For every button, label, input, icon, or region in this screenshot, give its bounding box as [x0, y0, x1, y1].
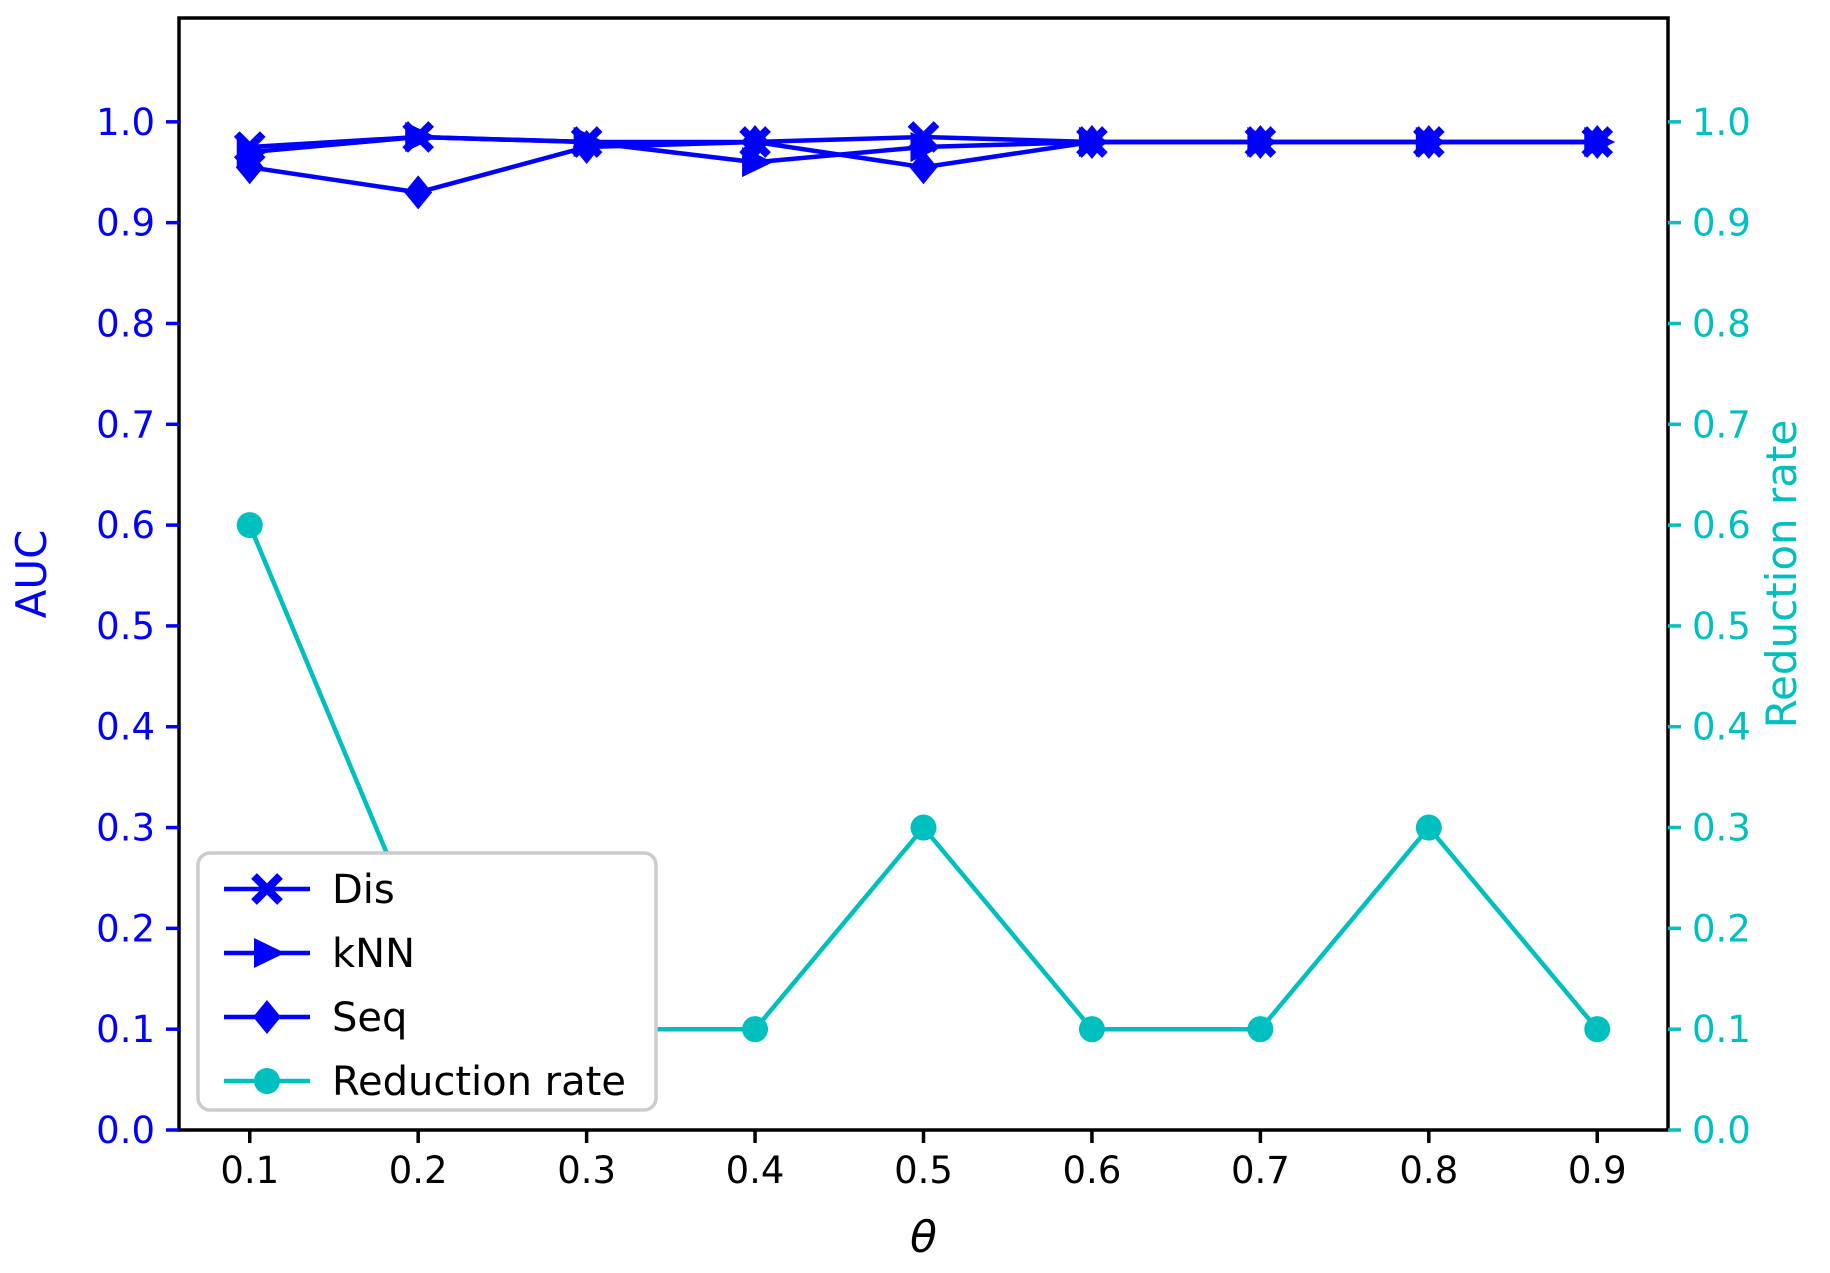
data-point-marker: [1415, 814, 1442, 841]
right-y-tick-label: 0.6: [1692, 504, 1751, 547]
diamond-icon: [253, 1000, 281, 1034]
left-y-tick-label: 0.7: [96, 403, 155, 446]
data-point-marker: [742, 147, 774, 178]
data-point-marker: [1414, 125, 1443, 160]
x-tick-label: 0.7: [1231, 1149, 1290, 1192]
x-tick-label: 0.8: [1399, 1149, 1458, 1192]
data-point-marker: [1583, 125, 1612, 160]
data-point-marker: [1247, 1016, 1274, 1043]
data-point-marker: [1078, 1016, 1105, 1043]
legend-label: kNN: [332, 931, 415, 977]
right-y-tick-label: 0.8: [1692, 302, 1751, 345]
right-y-tick-label: 0.0: [1692, 1109, 1751, 1152]
left-y-tick-label: 0.3: [96, 807, 155, 850]
data-point-marker: [910, 132, 942, 163]
legend-item-knn: kNN: [224, 931, 415, 977]
data-point-marker: [742, 1016, 769, 1043]
right-y-axis-label: Reduction rate: [1757, 420, 1806, 729]
right-y-tick-label: 0.2: [1692, 907, 1751, 950]
right-y-tick-label: 0.4: [1692, 706, 1751, 749]
right-y-tick-label: 0.7: [1692, 403, 1751, 446]
left-y-tick-label: 0.2: [96, 907, 155, 950]
triangle-right-icon: [254, 938, 285, 968]
data-point-marker: [235, 150, 264, 185]
left-y-tick-label: 0.1: [96, 1008, 155, 1051]
data-point-marker: [1584, 1016, 1611, 1043]
circle-icon: [254, 1068, 280, 1094]
right-y-axis: 0.0 0.1 0.2 0.3 0.4 0.5 0.6 0.7 0.8 0.9 1.0 Reducti…: [1668, 101, 1806, 1152]
right-y-tick-label: 0.5: [1692, 605, 1751, 648]
x-axis-label: θ: [910, 1212, 937, 1263]
x-tick-label: 0.1: [220, 1149, 279, 1192]
data-point-marker: [909, 150, 938, 185]
legend-label: Seq: [332, 995, 407, 1041]
x-icon: [251, 873, 283, 905]
legend-item-reduction-rate: Reduction rate: [224, 1059, 626, 1105]
data-point-marker: [910, 814, 937, 841]
x-tick-label: 0.2: [389, 1149, 448, 1192]
x-tick-label: 0.5: [894, 1149, 953, 1192]
right-y-tick-label: 0.9: [1692, 202, 1751, 245]
x-tick-label: 0.4: [726, 1149, 785, 1192]
x-tick-label: 0.9: [1568, 1149, 1627, 1192]
legend-item-dis: Dis: [224, 867, 395, 913]
data-point-marker: [1077, 125, 1106, 160]
left-y-tick-label: 0.9: [96, 202, 155, 245]
left-y-tick-label: 0.4: [96, 706, 155, 749]
legend-item-seq: Seq: [224, 995, 407, 1041]
legend-label: Reduction rate: [332, 1059, 626, 1105]
right-y-tick-label: 0.3: [1692, 807, 1751, 850]
x-tick-label: 0.6: [1063, 1149, 1122, 1192]
data-point-marker: [572, 130, 601, 165]
left-y-tick-label: 0.6: [96, 504, 155, 547]
series-seq: [235, 125, 1612, 210]
data-point-marker: [741, 125, 770, 160]
legend-label: Dis: [332, 867, 395, 913]
right-y-tick-label: 0.1: [1692, 1008, 1751, 1051]
left-y-tick-label: 1.0: [96, 101, 155, 144]
left-y-axis: 0.0 0.1 0.2 0.3 0.4 0.5 0.6 0.7 0.8 0.9 1.0 AUC: [7, 101, 179, 1152]
x-axis: 0.1 0.2 0.3 0.4 0.5 0.6 0.7 0.8 0.9 θ: [220, 1130, 1627, 1263]
data-point-marker: [236, 512, 263, 539]
data-point-marker: [404, 175, 433, 210]
left-y-axis-label: AUC: [7, 530, 56, 619]
left-y-tick-label: 0.8: [96, 302, 155, 345]
left-y-tick-label: 0.0: [96, 1109, 155, 1152]
data-point-marker: [1246, 125, 1275, 160]
legend: Dis kNN Seq Reduction rate: [196, 851, 658, 1112]
right-y-tick-label: 1.0: [1692, 101, 1751, 144]
data-point-marker: [405, 121, 437, 152]
left-y-tick-label: 0.5: [96, 605, 155, 648]
legend-box: [196, 851, 658, 1112]
x-tick-label: 0.3: [557, 1149, 616, 1192]
